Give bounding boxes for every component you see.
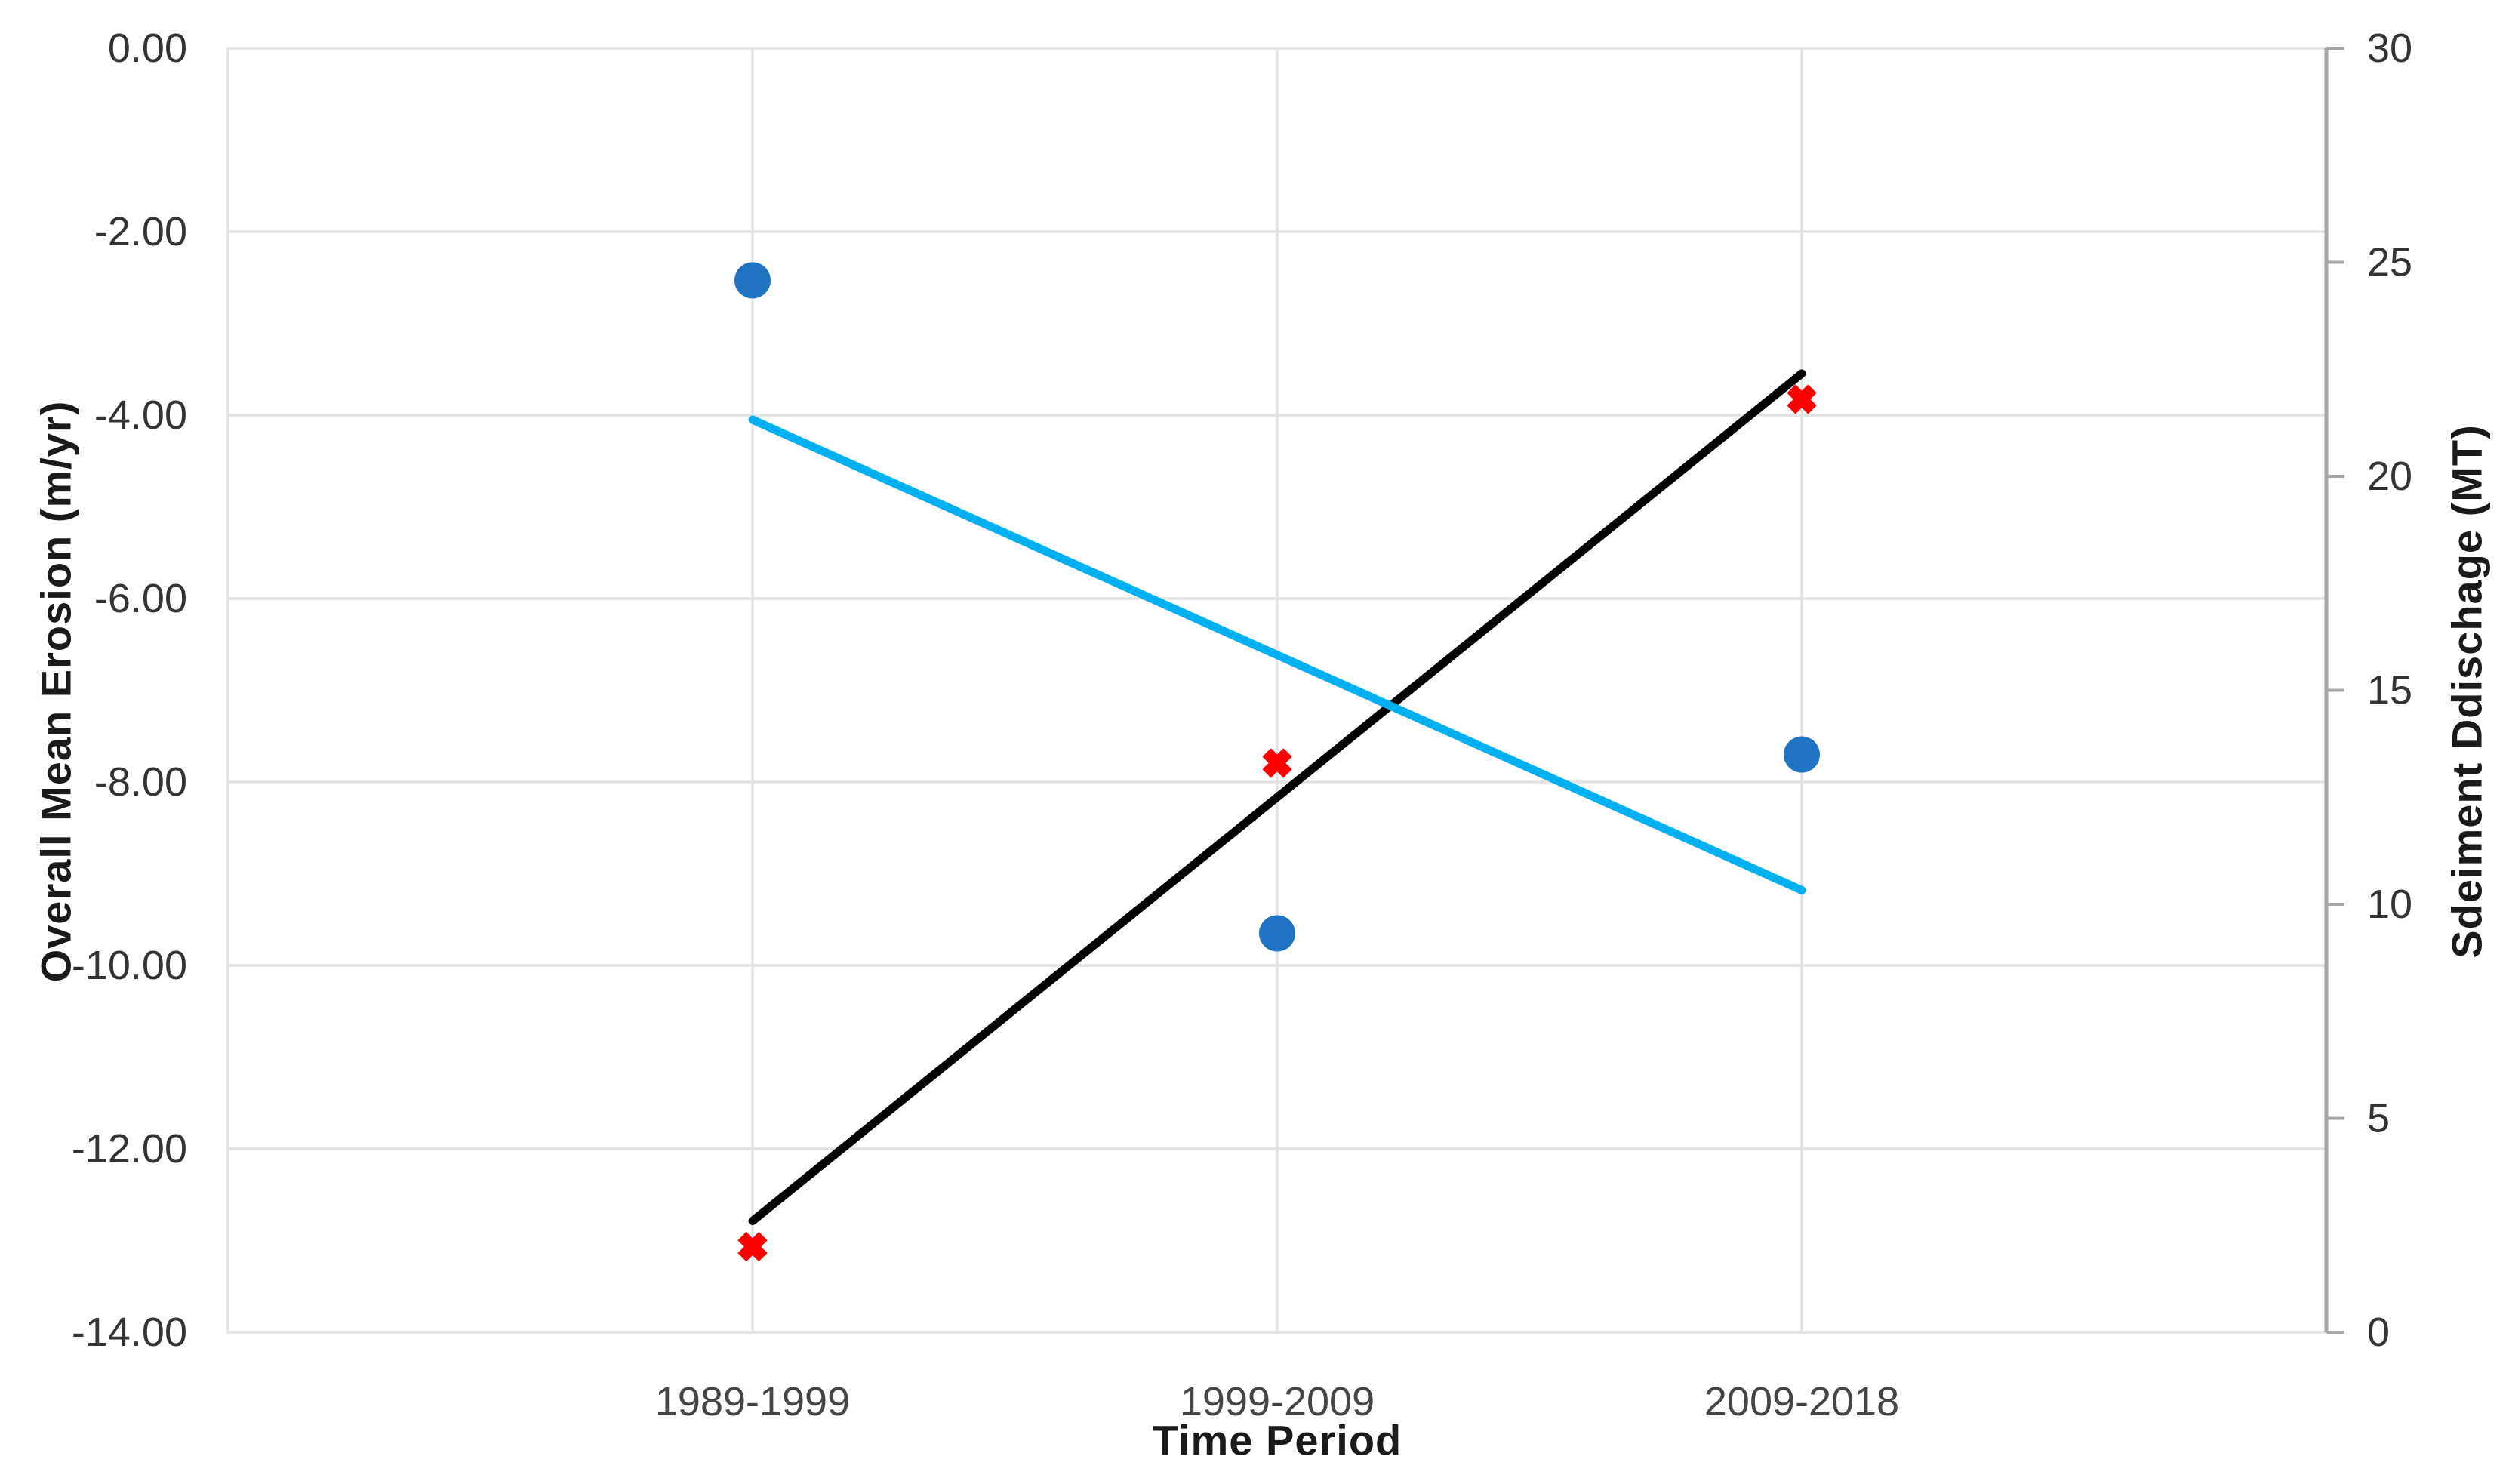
right-axis-tick-label: 5 bbox=[2367, 1096, 2390, 1141]
trendline-black bbox=[748, 369, 1806, 1226]
left-axis-tick-label: -2.00 bbox=[94, 209, 187, 254]
left-axis-tick-label: -14.00 bbox=[72, 1310, 187, 1355]
right-axis-tick-label: 10 bbox=[2367, 882, 2412, 927]
x-axis-tick-label: 1999-2009 bbox=[1180, 1379, 1375, 1424]
x-axis-title: Time Period bbox=[1152, 1416, 1402, 1464]
right-axis-tick-label: 0 bbox=[2367, 1310, 2390, 1355]
left-axis-tick-label: -6.00 bbox=[94, 576, 187, 621]
data-point-x-marker bbox=[1787, 384, 1817, 414]
left-axis-tick-label: 0.00 bbox=[108, 26, 187, 71]
left-axis-tick-label: -12.00 bbox=[72, 1126, 187, 1171]
left-axis-tick-label: -4.00 bbox=[94, 393, 187, 438]
trendline-cyan bbox=[748, 415, 1806, 894]
right-axis-title: Sdeiment Ddischage (MT) bbox=[2443, 424, 2491, 959]
data-point-circle bbox=[1784, 736, 1820, 773]
right-axis-tick-label: 15 bbox=[2367, 668, 2412, 713]
right-axis-tick-label: 25 bbox=[2367, 240, 2412, 285]
data-point-circle bbox=[734, 262, 771, 299]
left-axis-tick-label: -8.00 bbox=[94, 759, 187, 805]
x-axis-tick-label: 1989-1999 bbox=[655, 1379, 850, 1424]
x-axis-tick-label: 2009-2018 bbox=[1704, 1379, 1899, 1424]
right-axis-tick-label: 30 bbox=[2367, 26, 2412, 71]
data-point-circle bbox=[1259, 915, 1295, 952]
data-point-x-marker bbox=[1262, 748, 1292, 778]
left-axis-tick-label: -10.00 bbox=[72, 943, 187, 988]
right-axis-tick-label: 20 bbox=[2367, 454, 2412, 499]
data-point-x-marker bbox=[737, 1231, 768, 1262]
left-axis-title: Overall Mean Erosion (m/yr) bbox=[32, 400, 80, 983]
